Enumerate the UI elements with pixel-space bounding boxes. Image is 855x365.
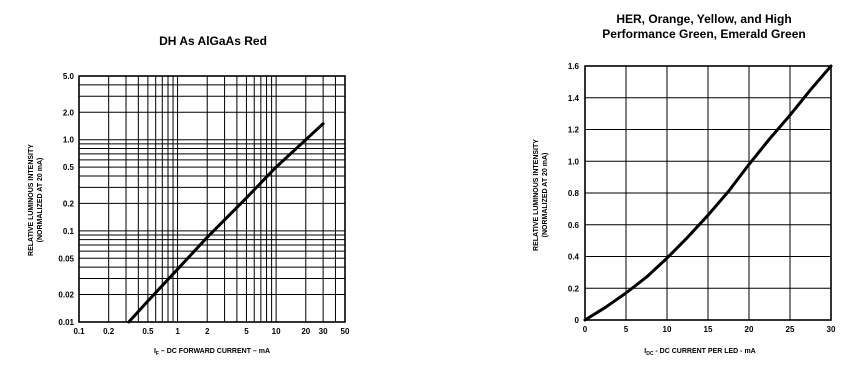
right-chart-xlabel: IDC - DC CURRENT PER LED - mA: [644, 348, 755, 357]
left-y-tick-label: 0.2: [63, 199, 75, 208]
left-x-tick-label: 30: [319, 327, 328, 336]
right-x-tick-label: 15: [704, 325, 713, 334]
right-y-tick-label: 0.8: [568, 189, 580, 198]
left-y-tick-label: 2.0: [63, 108, 75, 117]
left-x-tick-label: 0.2: [103, 327, 115, 336]
right-y-tick-label: 0.2: [568, 284, 580, 293]
right-x-tick-label: 5: [624, 325, 629, 334]
left-chart-grid: [78, 75, 346, 323]
left-x-tick-label: 0.1: [73, 327, 85, 336]
left-x-tick-label: 2: [205, 327, 210, 336]
left-x-tick-label: 20: [301, 327, 310, 336]
left-chart-series-line: [127, 122, 325, 324]
left-chart-title: DH As AlGaAs Red: [159, 34, 267, 48]
left-chart: DH As AlGaAs Red 0.1 0.2 0.5 1 2 5 10 20 30 50 0.0…: [28, 34, 350, 357]
left-y-tick-label: 5.0: [63, 72, 75, 81]
right-chart-ylabel: RELATIVE LUMINOUS INTENSITY: [533, 139, 540, 251]
right-y-tick-label: 1.0: [568, 157, 580, 166]
right-x-tick-label: 10: [663, 325, 672, 334]
right-chart-ylabel-2: (NORMALIZED AT 20 mA): [542, 153, 549, 238]
right-y-tick-label: 0.6: [568, 221, 580, 230]
left-y-tick-label: 0.02: [58, 291, 74, 300]
left-chart-ylabel-2: (NORMALIZED AT 20 mA): [37, 158, 44, 243]
right-x-tick-label: 25: [786, 325, 795, 334]
right-y-tick-label: 1.6: [568, 62, 580, 71]
left-y-tick-label: 0.5: [63, 163, 75, 172]
left-chart-xlabel: IF – DC FORWARD CURRENT – mA: [154, 348, 270, 357]
right-x-tick-label: 30: [827, 325, 836, 334]
right-chart-grid: [584, 65, 832, 321]
right-chart-series-line: [583, 64, 833, 322]
left-x-tick-label: 0.5: [142, 327, 154, 336]
right-chart-frame: [584, 65, 832, 321]
left-x-tick-label: 10: [272, 327, 281, 336]
right-y-tick-label: 1.2: [568, 126, 580, 135]
right-y-tick-label: 0.4: [568, 253, 580, 262]
left-y-tick-label: 0.05: [58, 254, 74, 263]
right-x-tick-label: 0: [583, 325, 588, 334]
right-chart: HER, Orange, Yellow, and High Performanc…: [533, 12, 836, 357]
right-y-tick-label: 0: [575, 316, 580, 325]
left-y-tick-label: 1.0: [63, 136, 75, 145]
left-y-tick-label: 0.01: [58, 318, 74, 327]
left-x-tick-label: 1: [175, 327, 180, 336]
right-x-tick-label: 20: [745, 325, 754, 334]
left-x-tick-label: 5: [244, 327, 249, 336]
right-chart-title-1: HER, Orange, Yellow, and High: [616, 12, 791, 26]
right-chart-ticks: 0 5 10 15 20 25 30 0 0.2 0.4 0.6 0.8 1.0 1.2 1.4 1.6: [568, 62, 836, 334]
right-y-tick-label: 1.4: [568, 94, 580, 103]
left-chart-ylabel: RELATIVE LUMINOUS INTENSITY: [28, 144, 35, 256]
left-chart-ticks: 0.1 0.2 0.5 1 2 5 10 20 30 50 0.01 0.02 0.05 0.1 0.2 0.…: [58, 72, 350, 336]
left-chart-frame: [78, 75, 346, 323]
left-y-tick-label: 0.1: [63, 227, 75, 236]
left-x-tick-label: 50: [341, 327, 350, 336]
right-chart-title-2: Performance Green, Emerald Green: [602, 27, 805, 41]
